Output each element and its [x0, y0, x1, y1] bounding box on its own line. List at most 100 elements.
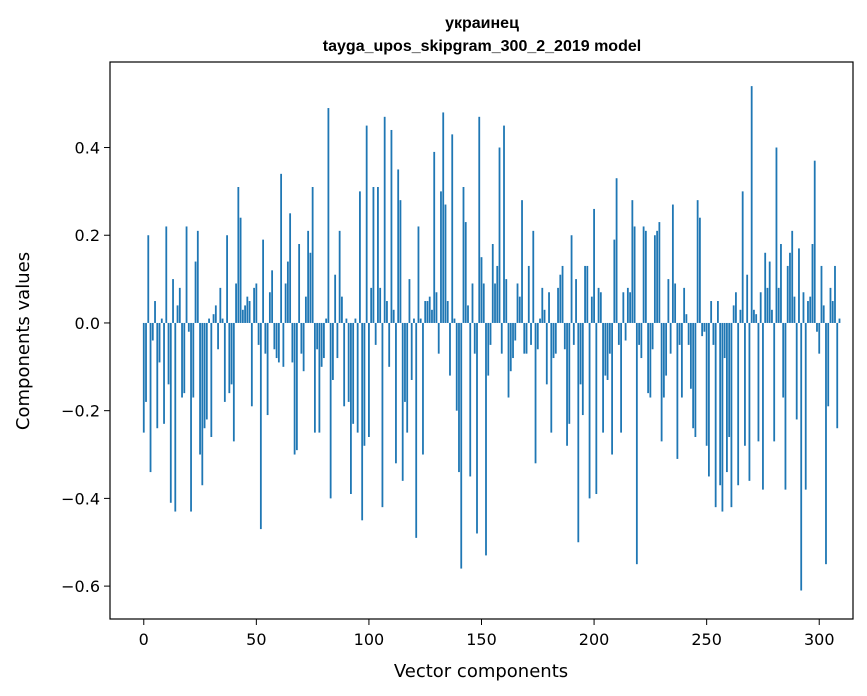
- bar-52: [259, 322, 262, 530]
- bar-226: [651, 322, 654, 350]
- bar-208: [611, 322, 613, 455]
- bar-82: [327, 108, 330, 323]
- bar-290: [795, 322, 798, 420]
- bar-53: [262, 239, 264, 323]
- bar-178: [543, 309, 546, 323]
- bar-241: [685, 314, 688, 323]
- bar-85: [334, 274, 337, 323]
- bar-26: [201, 322, 204, 486]
- bar-166: [516, 283, 519, 323]
- bar-86: [336, 322, 339, 359]
- bar-45: [244, 305, 246, 323]
- bar-5: [154, 301, 156, 323]
- bar-17: [181, 322, 183, 398]
- bar-299: [816, 322, 818, 332]
- bar-223: [644, 230, 647, 323]
- bar-55: [266, 322, 269, 416]
- bar-195: [581, 322, 584, 416]
- bar-255: [717, 301, 719, 323]
- bar-143: [464, 222, 467, 323]
- bar-92: [350, 322, 352, 495]
- bar-284: [782, 322, 785, 398]
- bar-15: [176, 305, 179, 323]
- bar-19: [185, 226, 188, 323]
- bar-230: [660, 322, 663, 442]
- bar-87: [338, 230, 341, 323]
- bar-152: [485, 322, 487, 556]
- bar-79: [320, 322, 323, 367]
- bar-74: [309, 252, 312, 323]
- bar-76: [313, 322, 316, 433]
- bar-38: [228, 322, 231, 394]
- x-tick-label-250: 250: [691, 630, 722, 649]
- bar-125: [424, 301, 427, 323]
- bar-175: [536, 322, 539, 350]
- bar-153: [487, 322, 490, 376]
- bar-107: [383, 116, 386, 323]
- y-tick-label-3: 0.0: [75, 314, 100, 333]
- bar-43: [239, 217, 242, 323]
- bar-112: [395, 322, 397, 464]
- bar-260: [728, 322, 731, 437]
- bar-156: [494, 283, 496, 323]
- bar-21: [190, 322, 192, 512]
- bar-187: [563, 322, 566, 350]
- bar-119: [410, 322, 413, 380]
- bar-300: [818, 322, 821, 354]
- bar-254: [714, 322, 717, 508]
- bar-158: [498, 147, 501, 323]
- bar-186: [561, 265, 564, 323]
- bar-140: [458, 322, 460, 473]
- bar-48: [250, 322, 253, 407]
- bar-184: [557, 287, 559, 323]
- bar-219: [635, 322, 638, 565]
- bar-298: [813, 160, 816, 323]
- y-tick-label-1: −0.4: [61, 489, 100, 508]
- bar-64: [286, 261, 289, 323]
- bar-303: [825, 322, 827, 565]
- bar-272: [755, 314, 758, 323]
- plot-frame: [109, 61, 854, 620]
- bar-257: [721, 322, 724, 512]
- x-tick-label-50: 50: [246, 630, 266, 649]
- bar-29: [208, 318, 210, 323]
- bar-56: [268, 292, 271, 323]
- bar-259: [726, 322, 728, 473]
- bar-151: [482, 283, 485, 323]
- bar-200: [593, 208, 595, 323]
- bar-218: [633, 226, 636, 323]
- bar-161: [505, 279, 508, 323]
- bar-155: [491, 244, 494, 323]
- bar-271: [753, 309, 755, 323]
- x-tick-label-100: 100: [354, 630, 385, 649]
- bar-122: [417, 226, 420, 323]
- bar-165: [514, 322, 517, 341]
- bar-163: [509, 322, 512, 372]
- bar-105: [379, 287, 382, 323]
- bar-95: [356, 322, 359, 433]
- y-tick-label-2: −0.2: [61, 402, 100, 421]
- bar-205: [604, 322, 607, 376]
- bar-28: [205, 322, 208, 420]
- bar-12: [169, 322, 172, 503]
- bar-237: [676, 322, 679, 459]
- bar-78: [318, 322, 321, 433]
- bar-306: [831, 301, 834, 323]
- bar-123: [419, 318, 422, 323]
- bar-30: [210, 322, 213, 437]
- bar-295: [807, 301, 809, 323]
- bar-84: [332, 322, 334, 380]
- bar-83: [329, 322, 332, 499]
- bar-273: [757, 322, 760, 442]
- bar-117: [406, 322, 409, 433]
- bar-198: [588, 322, 591, 499]
- bar-244: [692, 322, 695, 429]
- bar-113: [397, 169, 400, 323]
- bar-139: [455, 322, 458, 411]
- bar-109: [388, 322, 391, 367]
- bar-179: [545, 322, 548, 385]
- bar-190: [570, 235, 573, 323]
- bar-296: [809, 296, 812, 323]
- bar-204: [602, 322, 604, 433]
- bar-228: [656, 230, 659, 323]
